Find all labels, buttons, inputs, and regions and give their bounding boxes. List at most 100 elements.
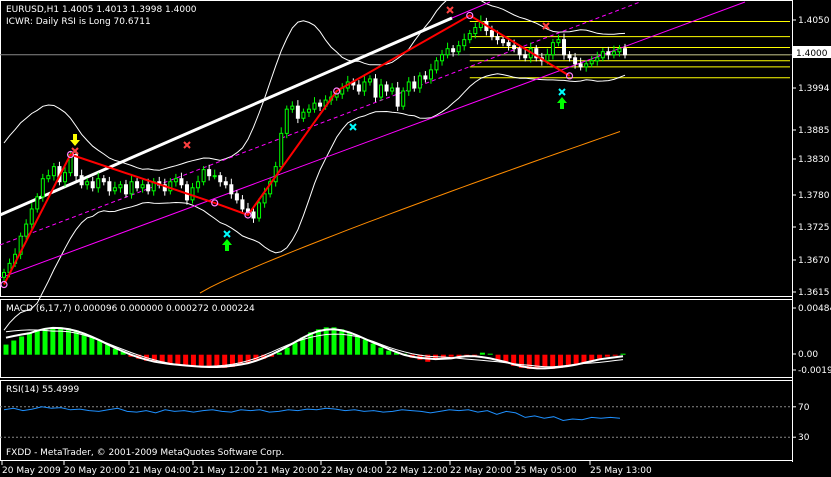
candle-body bbox=[29, 208, 34, 225]
candle-body bbox=[140, 184, 145, 189]
macd-bar bbox=[581, 354, 587, 363]
candle-body bbox=[589, 60, 594, 65]
candle-body bbox=[234, 193, 239, 201]
macd-bar bbox=[331, 327, 337, 355]
down-arrow-icon bbox=[70, 134, 80, 146]
macd-bar bbox=[253, 354, 259, 361]
bollinger-bands bbox=[3, 0, 626, 331]
rsi-axis: 70 30 bbox=[792, 403, 810, 443]
candle-body bbox=[168, 181, 173, 192]
macd-bar bbox=[394, 352, 400, 355]
candle-body bbox=[428, 69, 433, 80]
candle-body bbox=[550, 42, 555, 56]
macd-bar bbox=[526, 354, 532, 369]
macd-bar bbox=[604, 354, 610, 357]
candle-body bbox=[584, 63, 589, 68]
candle-body bbox=[440, 54, 445, 62]
candle-body bbox=[46, 175, 51, 180]
candle-body bbox=[51, 166, 56, 177]
macd-bar bbox=[19, 336, 25, 355]
price-tick-label: 1.3780 bbox=[798, 191, 830, 201]
macd-signal-lines bbox=[5, 326, 624, 370]
macd-bar bbox=[534, 354, 540, 368]
candle-body bbox=[284, 108, 289, 134]
macd-bar bbox=[245, 354, 251, 363]
macd-bar bbox=[511, 354, 517, 366]
macd-histogram bbox=[3, 327, 626, 369]
moving-average-path bbox=[199, 131, 621, 294]
candle-body bbox=[434, 60, 439, 71]
macd-bar bbox=[159, 354, 165, 363]
candle-body bbox=[395, 87, 400, 107]
price-tick-label: 1.3670 bbox=[798, 256, 830, 266]
candle-body bbox=[295, 105, 300, 119]
macd-bar bbox=[97, 340, 103, 355]
macd-bar bbox=[214, 354, 220, 367]
macd-bar bbox=[323, 327, 329, 355]
sell-cross-marker bbox=[183, 141, 191, 149]
candle-body bbox=[318, 102, 323, 107]
macd-bar bbox=[573, 354, 579, 365]
candle-body bbox=[279, 132, 284, 168]
sell-cross-marker bbox=[542, 22, 550, 30]
zigzag-line bbox=[0, 11, 574, 289]
sell-cross-marker bbox=[71, 147, 79, 155]
macd-bar bbox=[518, 354, 524, 368]
candle-body bbox=[562, 39, 567, 56]
candle-body bbox=[123, 184, 128, 195]
time-tick-label: 20 May 2009 bbox=[2, 466, 61, 476]
candle-body bbox=[212, 175, 217, 178]
macd-bar bbox=[503, 354, 509, 363]
candle-body bbox=[423, 75, 428, 80]
candle-body bbox=[445, 48, 450, 56]
time-axis: 20 May 2009 20 May 20:00 21 May 04:00 21 Ma… bbox=[1, 461, 652, 476]
macd-bar bbox=[542, 354, 548, 367]
candle-body bbox=[74, 154, 79, 177]
macd-bar bbox=[3, 344, 9, 355]
macd-bar bbox=[479, 352, 485, 355]
macd-bar bbox=[565, 354, 571, 366]
candle-body bbox=[229, 184, 234, 195]
candle-body bbox=[24, 223, 29, 237]
macd-bar bbox=[378, 347, 384, 355]
candle-body bbox=[96, 178, 101, 189]
up-arrow-icon bbox=[222, 239, 232, 251]
candle-body bbox=[611, 51, 616, 56]
macd-bar bbox=[370, 343, 376, 355]
macd-main-line bbox=[5, 326, 624, 370]
candle-body bbox=[196, 181, 201, 189]
macd-bar bbox=[175, 354, 181, 365]
candle-body bbox=[223, 181, 228, 186]
zigzag-pivot bbox=[0, 280, 8, 289]
candle-body bbox=[506, 42, 511, 47]
candle-body bbox=[301, 111, 306, 119]
candle-body bbox=[62, 172, 67, 183]
candle-body bbox=[390, 87, 395, 92]
candle-body bbox=[495, 36, 500, 41]
candle-body bbox=[207, 169, 212, 177]
candle-body bbox=[173, 178, 178, 183]
zigzag-path bbox=[3, 14, 571, 285]
channel-mid-line bbox=[0, 1, 641, 246]
current-price-label: 1.4000 bbox=[796, 49, 828, 59]
candle-body bbox=[379, 84, 384, 98]
macd-bar bbox=[190, 354, 196, 366]
macd-tick-label: 0.00 bbox=[798, 350, 818, 360]
candle-body bbox=[412, 81, 417, 89]
candle-body bbox=[2, 271, 6, 278]
macd-bar bbox=[276, 352, 282, 355]
candle-body bbox=[18, 235, 23, 255]
macd-bar bbox=[112, 348, 118, 355]
candle-body bbox=[606, 51, 611, 56]
signal-markers bbox=[70, 6, 567, 251]
price-tick-label: 1.3725 bbox=[798, 223, 830, 233]
macd-signal-line bbox=[5, 329, 624, 368]
macd-bar bbox=[183, 354, 189, 365]
macd-bar bbox=[354, 335, 360, 355]
macd-bar bbox=[65, 328, 71, 355]
zigzag-pivot bbox=[244, 211, 252, 219]
time-tick-label: 21 May 12:00 bbox=[193, 466, 255, 476]
symbol-title: EURUSD,H1 1.4005 1.4013 1.3998 1.4000 bbox=[6, 5, 197, 15]
